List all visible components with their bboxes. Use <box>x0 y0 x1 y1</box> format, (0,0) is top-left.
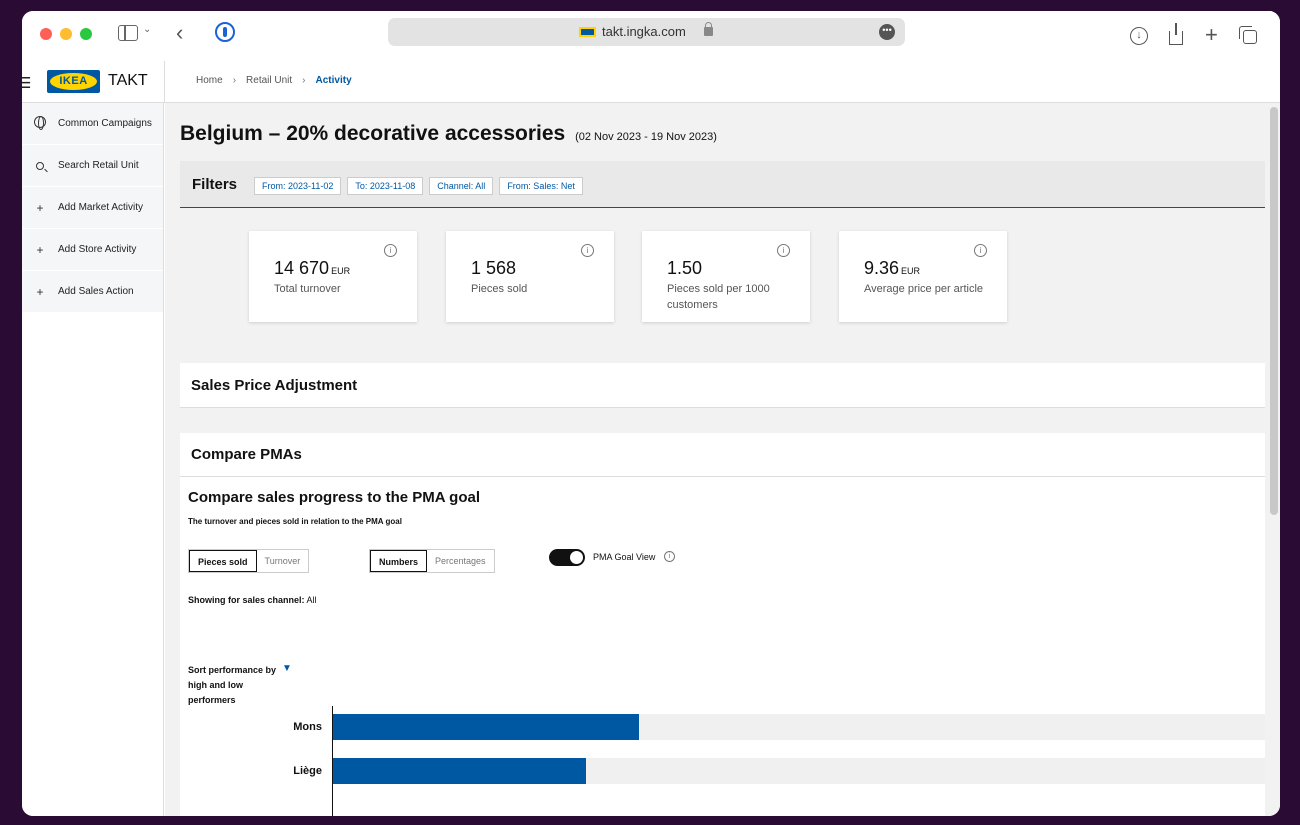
back-button[interactable]: ‹ <box>176 20 184 45</box>
info-icon[interactable]: i <box>384 244 397 257</box>
sidebar-item-label: Add Store Activity <box>58 244 137 255</box>
chevron-right-icon: › <box>302 75 306 86</box>
kpi-card-pieces-per-1000: 1.50 Pieces sold per 1000 customers i <box>642 231 810 322</box>
globe-icon <box>34 116 46 130</box>
pma-goal-view-switch[interactable] <box>549 549 585 566</box>
chevron-down-icon[interactable]: ⌄ <box>143 24 152 35</box>
ikea-logo[interactable]: IKEA <box>47 70 100 93</box>
header-divider <box>164 61 165 103</box>
new-tab-icon[interactable]: + <box>1205 22 1218 47</box>
filters-bar: Filters From: 2023-11-02 To: 2023-11-08 … <box>180 161 1265 208</box>
browser-toolbar: ⌄ ‹ takt.ingka.com ••• ↓ + <box>22 11 1280 61</box>
kpi-value: 14 670 EUR <box>274 258 351 278</box>
section-title: Compare PMAs <box>191 446 302 463</box>
info-icon[interactable]: i <box>664 551 675 562</box>
info-icon[interactable]: i <box>777 244 790 257</box>
breadcrumb-activity: Activity <box>315 75 352 86</box>
page-title-text: Belgium – 20% decorative accessories <box>180 122 566 145</box>
chart-axis <box>332 706 333 816</box>
turnover-button[interactable]: Turnover <box>264 556 301 566</box>
kpi-label: Pieces sold <box>471 283 528 295</box>
filters-label[interactable]: Filters <box>192 176 238 193</box>
sidebar-toggle-icon[interactable] <box>118 25 138 41</box>
tab-overview-icon[interactable] <box>1239 26 1257 44</box>
kpi-value: 9.36 EUR <box>864 258 921 278</box>
app-name: TAKT <box>108 72 148 89</box>
main-content: Belgium – 20% decorative accessories (02… <box>165 103 1280 816</box>
sidebar-item-add-sales-action[interactable]: + Add Sales Action <box>22 271 163 313</box>
kpi-label: Total turnover <box>274 283 341 295</box>
kpi-card-average-price: 9.36 EUR Average price per article i <box>839 231 1007 322</box>
share-icon[interactable] <box>1169 23 1183 45</box>
kpi-value: 1 568 <box>471 258 517 278</box>
sidebar: Common Campaigns Search Retail Unit + Ad… <box>22 103 164 816</box>
plus-icon: + <box>36 284 44 299</box>
bar-value[interactable] <box>333 714 639 740</box>
lock-icon <box>704 22 713 36</box>
kpi-label: Average price per article <box>864 283 984 295</box>
minimize-window-button[interactable] <box>60 28 72 40</box>
compare-chart-section: Compare sales progress to the PMA goal T… <box>180 477 1265 816</box>
search-icon <box>36 161 44 170</box>
pma-bar-chart: Mons222 of 677Liège220 of 811 <box>180 477 1265 816</box>
app-header: ☰ IKEA TAKT Home › Retail Unit › Activit… <box>22 61 1280 103</box>
filter-chips: From: 2023-11-02 To: 2023-11-08 Channel:… <box>254 177 583 195</box>
chart-subtitle: The turnover and pieces sold in relation… <box>188 517 402 526</box>
chart-title: Compare sales progress to the PMA goal <box>188 489 481 506</box>
kpi-label: Pieces sold per 1000 customers <box>667 283 770 311</box>
chevron-right-icon: › <box>232 75 237 86</box>
filter-chip-sales[interactable]: From: Sales: Net <box>499 177 583 195</box>
numbers-button[interactable]: Numbers <box>370 550 428 572</box>
info-icon[interactable]: i <box>581 244 594 257</box>
sidebar-item-label: Add Market Activity <box>58 202 144 213</box>
more-options-icon[interactable]: ••• <box>879 24 895 40</box>
sidebar-item-label: Common Campaigns <box>58 118 152 129</box>
breadcrumb-home[interactable]: Home <box>196 75 223 86</box>
sales-channel-text: Showing for sales channel: All <box>188 595 317 605</box>
close-window-button[interactable] <box>40 28 52 40</box>
browser-window: ⌄ ‹ takt.ingka.com ••• ↓ + ☰ IKEA TAKT H… <box>22 11 1280 816</box>
sidebar-item-add-market-activity[interactable]: + Add Market Activity <box>22 187 163 229</box>
bar-category-label: Liège <box>293 765 322 777</box>
filter-chip-channel[interactable]: Channel: All <box>429 177 494 195</box>
bar-category-label: Mons <box>293 721 322 733</box>
kpi-card-total-turnover: 14 670 EUR Total turnover i <box>249 231 417 322</box>
percentages-button[interactable]: Percentages <box>435 556 486 566</box>
sales-price-adjustment-panel[interactable]: Sales Price Adjustment <box>180 363 1265 408</box>
sidebar-item-label: Add Sales Action <box>58 286 134 297</box>
sidebar-item-search-retail-unit[interactable]: Search Retail Unit <box>22 145 163 187</box>
kpi-card-pieces-sold: 1 568 Pieces sold i <box>446 231 614 322</box>
sidebar-item-common-campaigns[interactable]: Common Campaigns <box>22 103 163 145</box>
plus-icon: + <box>36 200 44 215</box>
page-title: Belgium – 20% decorative accessories (02… <box>180 122 717 146</box>
sidebar-item-add-store-activity[interactable]: + Add Store Activity <box>22 229 163 271</box>
address-bar[interactable]: takt.ingka.com ••• <box>388 18 905 46</box>
zoom-window-button[interactable] <box>80 28 92 40</box>
compare-pmas-panel[interactable]: Compare PMAs <box>180 433 1265 477</box>
breadcrumb-retail-unit[interactable]: Retail Unit <box>246 75 293 86</box>
site-favicon-icon <box>579 27 596 37</box>
menu-icon[interactable]: ☰ <box>22 75 32 92</box>
password-manager-icon[interactable] <box>215 22 235 42</box>
download-icon[interactable]: ↓ <box>1130 27 1148 45</box>
filter-chip-from[interactable]: From: 2023-11-02 <box>254 177 342 195</box>
metric-toggle: Pieces sold Turnover <box>188 549 310 573</box>
caret-down-icon[interactable]: ▼ <box>282 663 292 674</box>
page-date-range: (02 Nov 2023 - 19 Nov 2023) <box>575 131 717 143</box>
pieces-sold-button[interactable]: Pieces sold <box>189 550 257 572</box>
breadcrumb: Home › Retail Unit › Activity <box>196 75 352 86</box>
plus-icon: + <box>36 242 44 257</box>
section-title: Sales Price Adjustment <box>191 377 358 394</box>
sidebar-item-label: Search Retail Unit <box>58 160 139 171</box>
filter-chip-to[interactable]: To: 2023-11-08 <box>347 177 424 195</box>
mode-toggle: Numbers Percentages <box>369 549 495 573</box>
vertical-scrollbar[interactable] <box>1270 107 1278 515</box>
kpi-value: 1.50 <box>667 258 703 278</box>
sort-performance-label[interactable]: Sort performance by high and low perform… <box>188 665 277 705</box>
pma-goal-view-label: PMA Goal View <box>593 552 656 562</box>
logo-text: IKEA <box>59 75 88 87</box>
info-icon[interactable]: i <box>974 244 987 257</box>
url-text: takt.ingka.com <box>602 24 686 39</box>
bar-value[interactable] <box>333 758 586 784</box>
